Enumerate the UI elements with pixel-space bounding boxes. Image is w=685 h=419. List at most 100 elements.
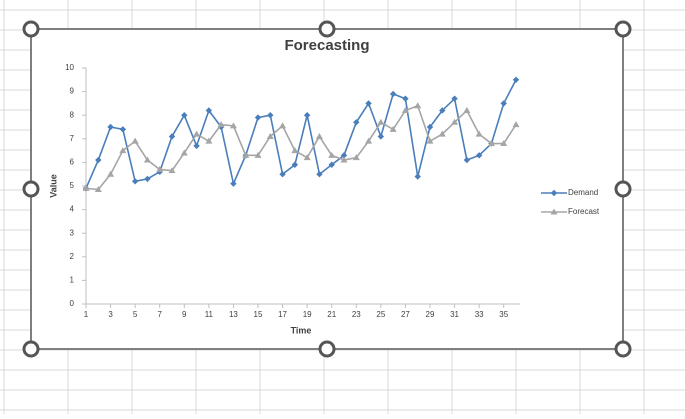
marker xyxy=(377,133,385,140)
chart-frame[interactable] xyxy=(30,28,624,350)
marker xyxy=(217,121,225,128)
x-tick-label: 23 xyxy=(352,310,361,319)
x-tick-label: 1 xyxy=(84,310,89,319)
resize-handle[interactable] xyxy=(614,180,632,198)
x-tick-label: 11 xyxy=(205,310,214,319)
marker xyxy=(94,186,102,193)
resize-handle[interactable] xyxy=(318,340,336,358)
marker xyxy=(144,175,151,183)
legend-label: Demand xyxy=(568,188,598,197)
marker xyxy=(463,156,471,164)
marker xyxy=(279,122,287,129)
marker xyxy=(438,130,446,137)
marker xyxy=(229,122,237,129)
marker xyxy=(303,154,311,161)
marker xyxy=(193,142,200,150)
marker xyxy=(156,165,164,172)
marker xyxy=(500,140,508,147)
marker xyxy=(193,130,201,137)
marker xyxy=(353,119,360,126)
marker xyxy=(254,114,262,121)
x-tick-label: 17 xyxy=(278,310,287,319)
x-tick-label: 13 xyxy=(229,310,238,319)
marker xyxy=(475,130,483,137)
marker xyxy=(131,178,139,185)
y-tick-label: 8 xyxy=(70,110,75,119)
y-tick-label: 5 xyxy=(70,181,75,190)
marker xyxy=(267,112,274,119)
x-tick-label: 3 xyxy=(108,310,113,319)
marker xyxy=(328,161,335,168)
marker xyxy=(266,132,274,139)
marker xyxy=(340,156,348,163)
marker xyxy=(168,167,176,174)
resize-handle[interactable] xyxy=(318,20,336,38)
marker xyxy=(95,156,102,164)
y-tick-label: 2 xyxy=(70,252,75,261)
marker xyxy=(107,123,114,131)
x-tick-label: 21 xyxy=(327,310,336,319)
marker xyxy=(414,173,421,180)
series-line xyxy=(85,79,517,189)
marker xyxy=(500,100,507,107)
series-line xyxy=(85,104,517,191)
x-tick-label: 31 xyxy=(450,310,459,319)
y-tick-label: 4 xyxy=(70,205,75,214)
marker xyxy=(143,156,151,163)
marker xyxy=(315,132,323,139)
chart-title: Forecasting xyxy=(284,37,369,54)
marker xyxy=(242,151,250,158)
y-tick-label: 6 xyxy=(70,158,75,167)
x-tick-label: 9 xyxy=(182,310,187,319)
x-tick-label: 35 xyxy=(499,310,508,319)
marker xyxy=(426,123,434,131)
marker xyxy=(82,184,90,191)
y-tick-label: 3 xyxy=(70,228,75,237)
legend-marker xyxy=(550,208,558,215)
resize-handle[interactable] xyxy=(614,20,632,38)
marker xyxy=(402,95,409,102)
resize-handle[interactable] xyxy=(22,340,40,358)
x-tick-label: 25 xyxy=(376,310,385,319)
x-tick-label: 33 xyxy=(475,310,484,319)
marker xyxy=(389,90,397,98)
marker xyxy=(414,102,422,109)
marker xyxy=(352,154,360,161)
marker xyxy=(181,112,188,119)
marker xyxy=(230,180,237,187)
marker xyxy=(401,106,409,113)
marker xyxy=(365,100,372,107)
marker xyxy=(451,95,458,102)
marker xyxy=(487,140,495,147)
y-tick-label: 7 xyxy=(70,134,75,143)
y-tick-label: 0 xyxy=(70,299,75,308)
marker xyxy=(426,137,434,144)
y-tick-label: 9 xyxy=(70,87,75,96)
marker xyxy=(205,137,213,144)
marker xyxy=(463,106,471,113)
legend-marker xyxy=(550,189,558,197)
x-tick-label: 5 xyxy=(133,310,138,319)
y-axis-label: Value xyxy=(48,174,58,198)
resize-handle[interactable] xyxy=(22,180,40,198)
x-tick-label: 27 xyxy=(401,310,410,319)
resize-handle[interactable] xyxy=(614,340,632,358)
marker xyxy=(377,118,385,125)
marker xyxy=(119,147,127,154)
marker xyxy=(131,137,139,144)
marker xyxy=(119,126,127,133)
marker xyxy=(451,118,459,125)
marker xyxy=(389,125,397,132)
marker xyxy=(291,161,299,168)
marker xyxy=(475,152,483,159)
x-tick-label: 15 xyxy=(254,310,263,319)
resize-handle[interactable] xyxy=(22,20,40,38)
legend-label: Forecast xyxy=(568,207,600,216)
marker xyxy=(279,171,286,178)
marker xyxy=(254,151,262,158)
marker xyxy=(107,170,115,177)
y-tick-label: 1 xyxy=(70,276,75,285)
x-axis-label: Time xyxy=(291,325,312,335)
